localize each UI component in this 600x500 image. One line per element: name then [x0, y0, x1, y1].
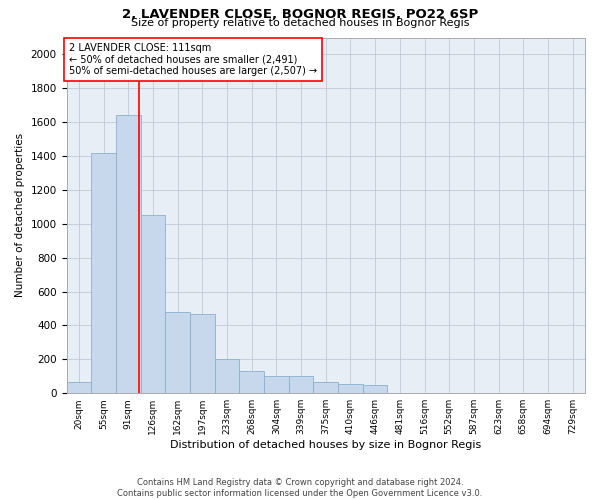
Text: Contains HM Land Registry data © Crown copyright and database right 2024.
Contai: Contains HM Land Registry data © Crown c…	[118, 478, 482, 498]
Bar	[91, 152, 116, 393]
Bar	[67, 382, 91, 393]
Bar	[116, 116, 140, 393]
Text: 2 LAVENDER CLOSE: 111sqm
← 50% of detached houses are smaller (2,491)
50% of sem: 2 LAVENDER CLOSE: 111sqm ← 50% of detach…	[69, 43, 317, 76]
Bar	[264, 376, 289, 393]
Bar	[215, 360, 239, 393]
Bar	[313, 382, 338, 393]
Y-axis label: Number of detached properties: Number of detached properties	[15, 134, 25, 298]
Bar	[239, 371, 264, 393]
Bar	[363, 384, 388, 393]
Bar	[165, 312, 190, 393]
Text: Size of property relative to detached houses in Bognor Regis: Size of property relative to detached ho…	[131, 18, 469, 28]
Bar	[289, 376, 313, 393]
Text: 2, LAVENDER CLOSE, BOGNOR REGIS, PO22 6SP: 2, LAVENDER CLOSE, BOGNOR REGIS, PO22 6S…	[122, 8, 478, 20]
Bar	[338, 384, 363, 393]
Bar	[140, 216, 165, 393]
Bar	[190, 314, 215, 393]
X-axis label: Distribution of detached houses by size in Bognor Regis: Distribution of detached houses by size …	[170, 440, 481, 450]
